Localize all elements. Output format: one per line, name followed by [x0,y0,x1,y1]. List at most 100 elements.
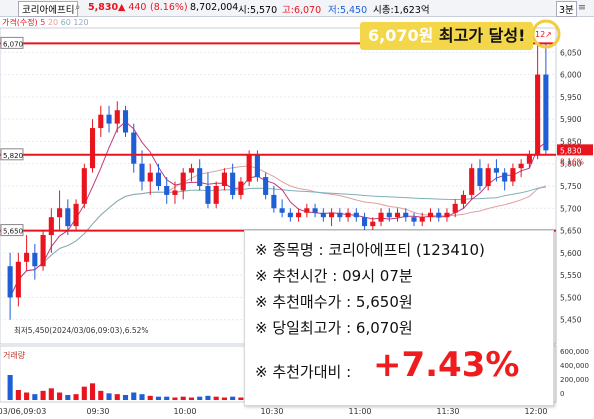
candle-body [89,128,96,169]
candle-body [48,217,54,236]
reference-tag-box [0,148,24,161]
volume-bar [73,394,79,400]
candle-body [164,186,170,195]
timeframe-button[interactable]: 3분 [556,1,577,17]
candle-body [15,261,21,298]
volume-bar [238,397,244,400]
candle-body [254,154,260,178]
stock-header: 코리아에프티 ⌕ 5,830 ▲ 440 (8.16%) 8,702,004 시… [0,0,594,17]
candle-body [469,168,475,195]
current-price-tag [557,144,593,156]
candle-body [436,212,442,218]
x-tick-label: 10:00 [173,407,196,416]
volume-bar [188,397,195,400]
volume-bar [15,390,21,400]
candle-body [271,194,277,209]
high-marker-label: 12↗ [535,30,552,39]
candle-body [304,208,310,213]
candle-body [329,212,335,218]
candle-body [287,212,293,218]
candle-body [263,177,269,195]
candle-body [510,168,516,182]
current-price-tag-label: 5,830 [560,146,582,155]
y-tick-label: 5,600 [560,249,582,258]
search-icon[interactable]: ⌕ [75,2,81,13]
x-tick-label: 09:30 [86,407,109,416]
candle-body [378,212,384,222]
info-buy: ※ 추천매수가 : 5,650원 [255,293,413,311]
reference-tag-box [0,224,24,237]
x-tick-label: 11:30 [436,407,459,416]
candle-body [485,168,491,186]
menu-icon[interactable]: ≡ [578,2,586,13]
candle-body [172,190,178,195]
ma60-label: 60 [60,18,71,27]
candle-body [518,163,524,169]
candle-body [427,212,434,218]
info-box: ※ 종목명 : 코리아에프티 (123410) ※ 추천시간 : 09시 07분… [244,230,554,406]
candle-body [81,168,87,204]
high-banner: 6,070원 최고가 달성! [360,22,534,50]
candle-body [65,208,71,227]
candle-body [40,235,46,267]
candle-body [230,172,236,195]
y-tick-label: 5,500 [560,293,582,302]
candle-body [370,221,376,227]
candle-body [180,172,186,191]
candle-body [7,266,13,298]
volume-bar [221,397,227,400]
info-high: ※ 당일최고가 : 6,070원 [255,319,413,337]
stock-name[interactable]: 코리아에프티 [18,1,79,17]
candle-body [460,194,467,204]
y-tick-label: 5,950 [560,93,582,102]
candle-body [320,212,326,218]
candle-body [57,208,63,218]
candle-body [147,172,153,182]
volume-bar [40,390,46,400]
candle-body [493,168,499,173]
price-label: 가격(수정) [2,18,38,27]
candle-body [106,114,112,124]
candle-body [131,132,137,164]
y-tick-label: 5,450 [560,316,582,325]
candle-body [205,186,211,204]
y-tick-label: 5,700 [560,204,582,213]
high-banner-text: 최고가 달성! [438,26,526,45]
y-tick-label: 5,850 [560,137,582,146]
candle-body [535,74,541,155]
volume-bar [197,396,203,400]
volume-bar [131,392,137,400]
candle-body [296,212,302,218]
candle-body [114,110,120,124]
volume-bar [48,388,54,400]
high-price: 고:6,070 [282,5,322,16]
volume-tick-label: 400,000 [560,362,589,370]
reference-tag-label: 5,650 [3,228,23,236]
ma20-label: 20 [47,18,59,27]
volume-bar [65,395,71,400]
candle-body [361,217,368,227]
volume-label: 거래량 [3,351,26,360]
volume-bar [164,396,170,400]
ma120-label: 120 [73,18,89,27]
ma5-label: 5 [40,18,46,27]
ma60-line [9,186,546,298]
volume-bar [32,394,38,400]
current-pct-label: 8.16% [560,157,584,166]
candle-body [238,181,244,195]
candle-body [419,217,425,222]
volume-bar [57,392,63,400]
volume-bar [106,393,112,400]
candle-body [394,212,401,218]
candle-body [279,208,285,213]
candle-body [502,172,508,182]
low-note: 최저5,450(2024/03/06,09:03),6.52% [14,326,149,335]
y-tick-label: 5,550 [560,271,582,280]
reference-tag-label: 6,070 [3,40,23,48]
volume-bar [180,396,186,400]
candle-body [139,163,145,182]
low-price: 저:5,450 [328,5,368,16]
volume-bar [147,395,153,400]
candle-body [221,172,227,186]
